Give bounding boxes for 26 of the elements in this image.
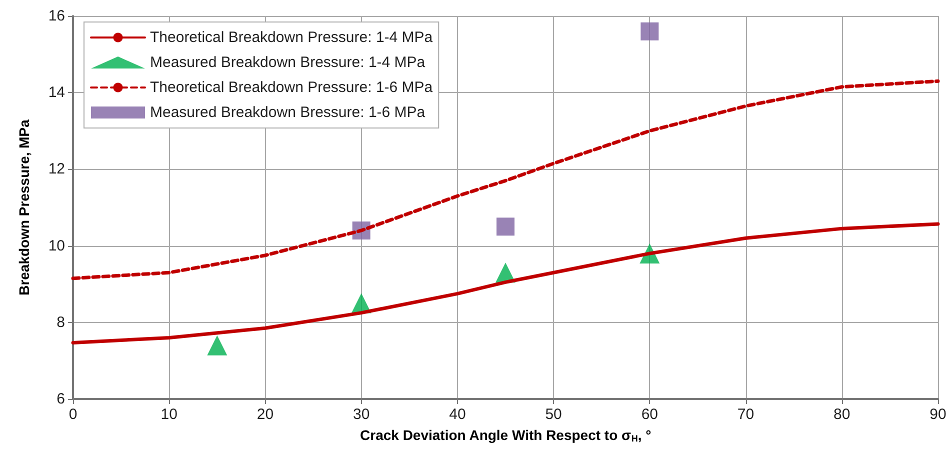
x-tick-label: 80 xyxy=(834,406,850,423)
x-tick-label: 50 xyxy=(545,406,562,423)
y-axis-title: Breakdown Pressure, MPa xyxy=(16,119,32,296)
legend-label: Theoretical Breakdown Pressure: 1-6 MPa xyxy=(150,79,434,96)
x-tick-label: 90 xyxy=(930,406,946,423)
x-tick-label: 70 xyxy=(737,406,754,423)
y-tick-label: 8 xyxy=(56,314,65,331)
point xyxy=(207,335,228,356)
x-tick-label: 0 xyxy=(68,406,78,423)
point xyxy=(640,22,659,40)
x-tick-label: 60 xyxy=(641,406,658,423)
x-tick-label: 40 xyxy=(449,406,466,423)
legend-label: Measured Breakdown Bressure: 1-4 MPa xyxy=(150,54,426,71)
x-tick-label: 30 xyxy=(352,406,370,423)
y-tick-label: 14 xyxy=(48,84,65,102)
x-tick-label: 10 xyxy=(160,406,178,423)
y-tick-label: 12 xyxy=(48,160,65,178)
point xyxy=(496,218,514,236)
line-series xyxy=(71,222,940,344)
legend-label: Measured Breakdown Bressure: 1-6 MPa xyxy=(150,104,426,121)
legend-label: Theoretical Breakdown Pressure: 1-4 MPa xyxy=(150,29,434,46)
x-tick-label: 20 xyxy=(256,406,274,423)
line-series xyxy=(71,79,940,280)
y-tick-label: 6 xyxy=(56,390,65,408)
y-tick-label: 16 xyxy=(48,8,65,24)
y-tick-label: 10 xyxy=(48,237,65,254)
